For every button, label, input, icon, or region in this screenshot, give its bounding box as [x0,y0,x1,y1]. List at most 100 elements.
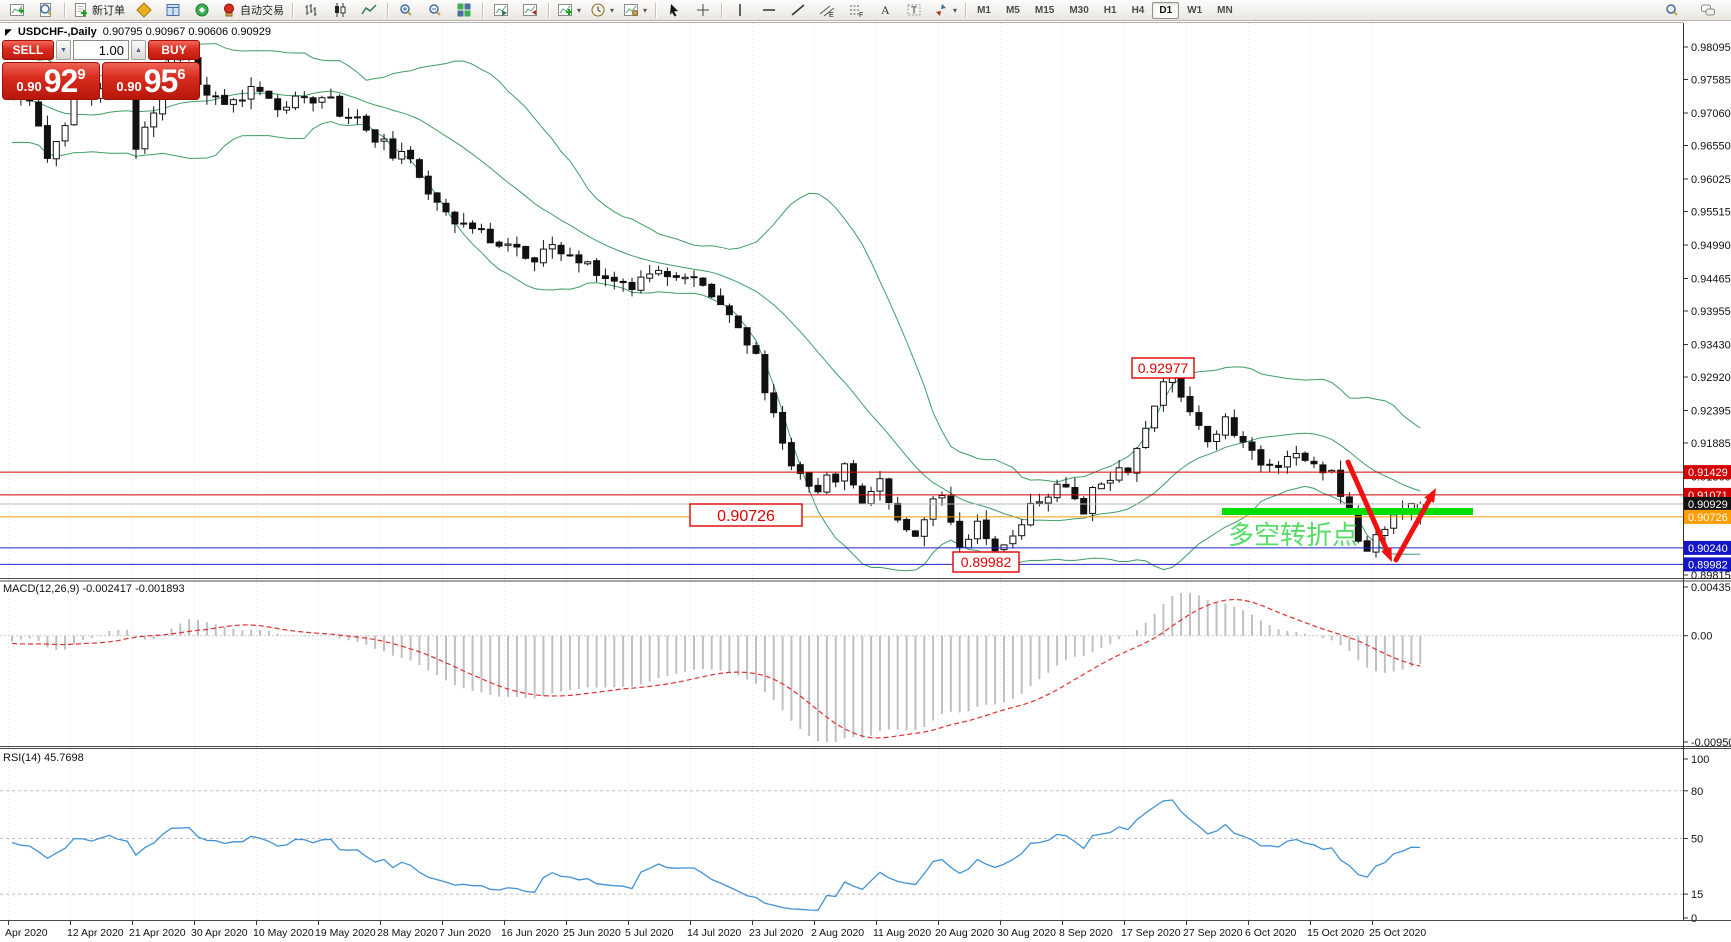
navigator-icon [194,2,210,18]
svg-text:0.96550: 0.96550 [1691,141,1731,153]
svg-text:0.91885: 0.91885 [1691,438,1731,450]
timeframe-M5[interactable]: M5 [1005,4,1020,16]
timeframe-W1[interactable]: W1 [1187,4,1203,16]
market-watch-button[interactable] [130,0,158,20]
svg-text:0.004351: 0.004351 [1691,582,1731,594]
chart-profiles-button[interactable] [32,0,60,20]
line-chart-icon [361,2,377,18]
channel-icon: E [819,2,835,18]
time-axis[interactable]: Apr 2020 12 Apr 2020 21 Apr 2020 30 Apr 202… [5,921,1426,939]
lot-size-input[interactable] [73,40,129,60]
auto-scroll-button[interactable] [487,0,515,20]
svg-text:16 Jun 2020: 16 Jun 2020 [501,927,559,939]
buy-price-display[interactable]: 0.90 95 6 [102,62,200,100]
collapse-triangle-icon[interactable]: ◤ [5,26,12,37]
zoom-in-button[interactable] [392,0,420,20]
fibonacci-tool-button[interactable]: F [842,0,870,20]
crosshair-tool-button[interactable] [689,0,717,20]
text-label-tool-button[interactable]: T [900,0,928,20]
buy-button[interactable]: BUY [148,40,200,60]
price-annotation-high[interactable]: 0.92977 [1131,357,1195,379]
macd-indicator-label: MACD(12,26,9) -0.002417 -0.001893 [3,583,185,595]
svg-text:F: F [859,12,863,18]
symbol-period-label: USDCHF-,Daily [17,26,97,38]
indicators-list-button[interactable]: ▾ [553,0,585,20]
toolbar-separator [292,2,293,18]
vline-icon [732,2,748,18]
svg-text:11 Aug 2020: 11 Aug 2020 [873,927,931,939]
timeframe-M30[interactable]: M30 [1069,4,1089,16]
bar-chart-mode-button[interactable] [297,0,325,20]
price-annotation-low[interactable]: 0.89982 [952,551,1020,573]
svg-text:25 Oct 2020: 25 Oct 2020 [1369,927,1426,939]
tile-windows-button[interactable] [450,0,478,20]
timeframe-MN[interactable]: MN [1217,4,1233,16]
rsi-line [11,799,1421,911]
svg-text:30 Apr 2020: 30 Apr 2020 [191,927,248,939]
price-axis[interactable]: 0.98095 0.97585 0.97060 0.96550 0.96025 0.955… [1683,42,1731,925]
text-icon: A [877,2,893,18]
templates-list-button[interactable]: ▾ [619,0,651,20]
svg-text:0.95515: 0.95515 [1691,207,1731,219]
svg-text:19 May 2020: 19 May 2020 [315,927,376,939]
text-tool-button[interactable]: A [871,0,899,20]
ohlc-values: 0.90795 0.90967 0.90606 0.90929 [102,26,271,38]
one-click-trading-panel: SELL ▼ ▲ BUY 0.90 92 9 0.90 95 6 [2,40,200,100]
new-order-button[interactable]: 新订单 [69,0,129,20]
autotrading-button[interactable]: 自动交易 [217,0,288,20]
sell-price-display[interactable]: 0.90 92 9 [2,62,100,100]
periods-icon [590,2,606,18]
rsi-indicator-label: RSI(14) 45.7698 [3,752,84,764]
svg-text:25 Jun 2020: 25 Jun 2020 [563,927,621,939]
line-chart-mode-button[interactable] [355,0,383,20]
svg-text:0.90726: 0.90726 [717,508,775,525]
crosshair-icon [695,2,711,18]
arrows-tool-button[interactable]: ▾ [929,0,961,20]
svg-text:0.94990: 0.94990 [1691,240,1731,252]
lot-decrease-button[interactable]: ▼ [56,40,71,60]
templates-icon [623,2,639,18]
trendline-tool-button[interactable] [784,0,812,20]
search-button[interactable] [1658,0,1686,20]
svg-text:T: T [911,6,917,17]
red-arrow-up[interactable] [1393,488,1436,563]
timeframe-H1[interactable]: H1 [1103,4,1117,16]
macd-histogram [11,592,1422,742]
timeframe-D1[interactable]: D1 [1152,1,1180,19]
lot-increase-button[interactable]: ▲ [131,40,146,60]
red-arrow-down[interactable] [1345,459,1392,562]
svg-text:15 Oct 2020: 15 Oct 2020 [1307,927,1364,939]
chat-icon [1700,2,1716,18]
cursor-tool-button[interactable] [660,0,688,20]
autotrading-icon [221,2,237,18]
navigator-button[interactable] [188,0,216,20]
search-icon [1664,2,1680,18]
periods-list-button[interactable]: ▾ [586,0,618,20]
price-annotation-pivot[interactable]: 0.90726 [689,503,803,527]
buy-price-pip: 6 [177,66,186,83]
new-chart-button[interactable] [3,0,31,20]
turning-point-text[interactable]: 多空转折点 [1228,520,1358,550]
toolbar-separator [387,2,388,18]
svg-text:0.90726: 0.90726 [1688,512,1728,524]
chevron-down-icon: ▾ [610,5,615,15]
chat-button[interactable] [1694,0,1722,20]
svg-text:17 Sep 2020: 17 Sep 2020 [1121,927,1181,939]
green-zone-bar[interactable] [1222,508,1473,515]
sell-button[interactable]: SELL [2,40,54,60]
svg-text:10 May 2020: 10 May 2020 [253,927,314,939]
timeframe-M1[interactable]: M1 [977,4,991,16]
data-window-button[interactable] [159,0,187,20]
timeframe-M15[interactable]: M15 [1034,4,1055,16]
vertical-line-tool-button[interactable] [726,0,754,20]
candlestick-mode-button[interactable] [326,0,354,20]
svg-text:14 Jul 2020: 14 Jul 2020 [687,927,741,939]
horizontal-line-tool-button[interactable] [755,0,783,20]
svg-text:A: A [881,3,890,17]
toolbar-separator [721,2,723,18]
timeframe-H4[interactable]: H4 [1131,4,1145,16]
zoom-out-button[interactable] [421,0,449,20]
chart-shift-button[interactable] [516,0,544,20]
equidistant-channel-tool-button[interactable]: E [813,0,841,20]
